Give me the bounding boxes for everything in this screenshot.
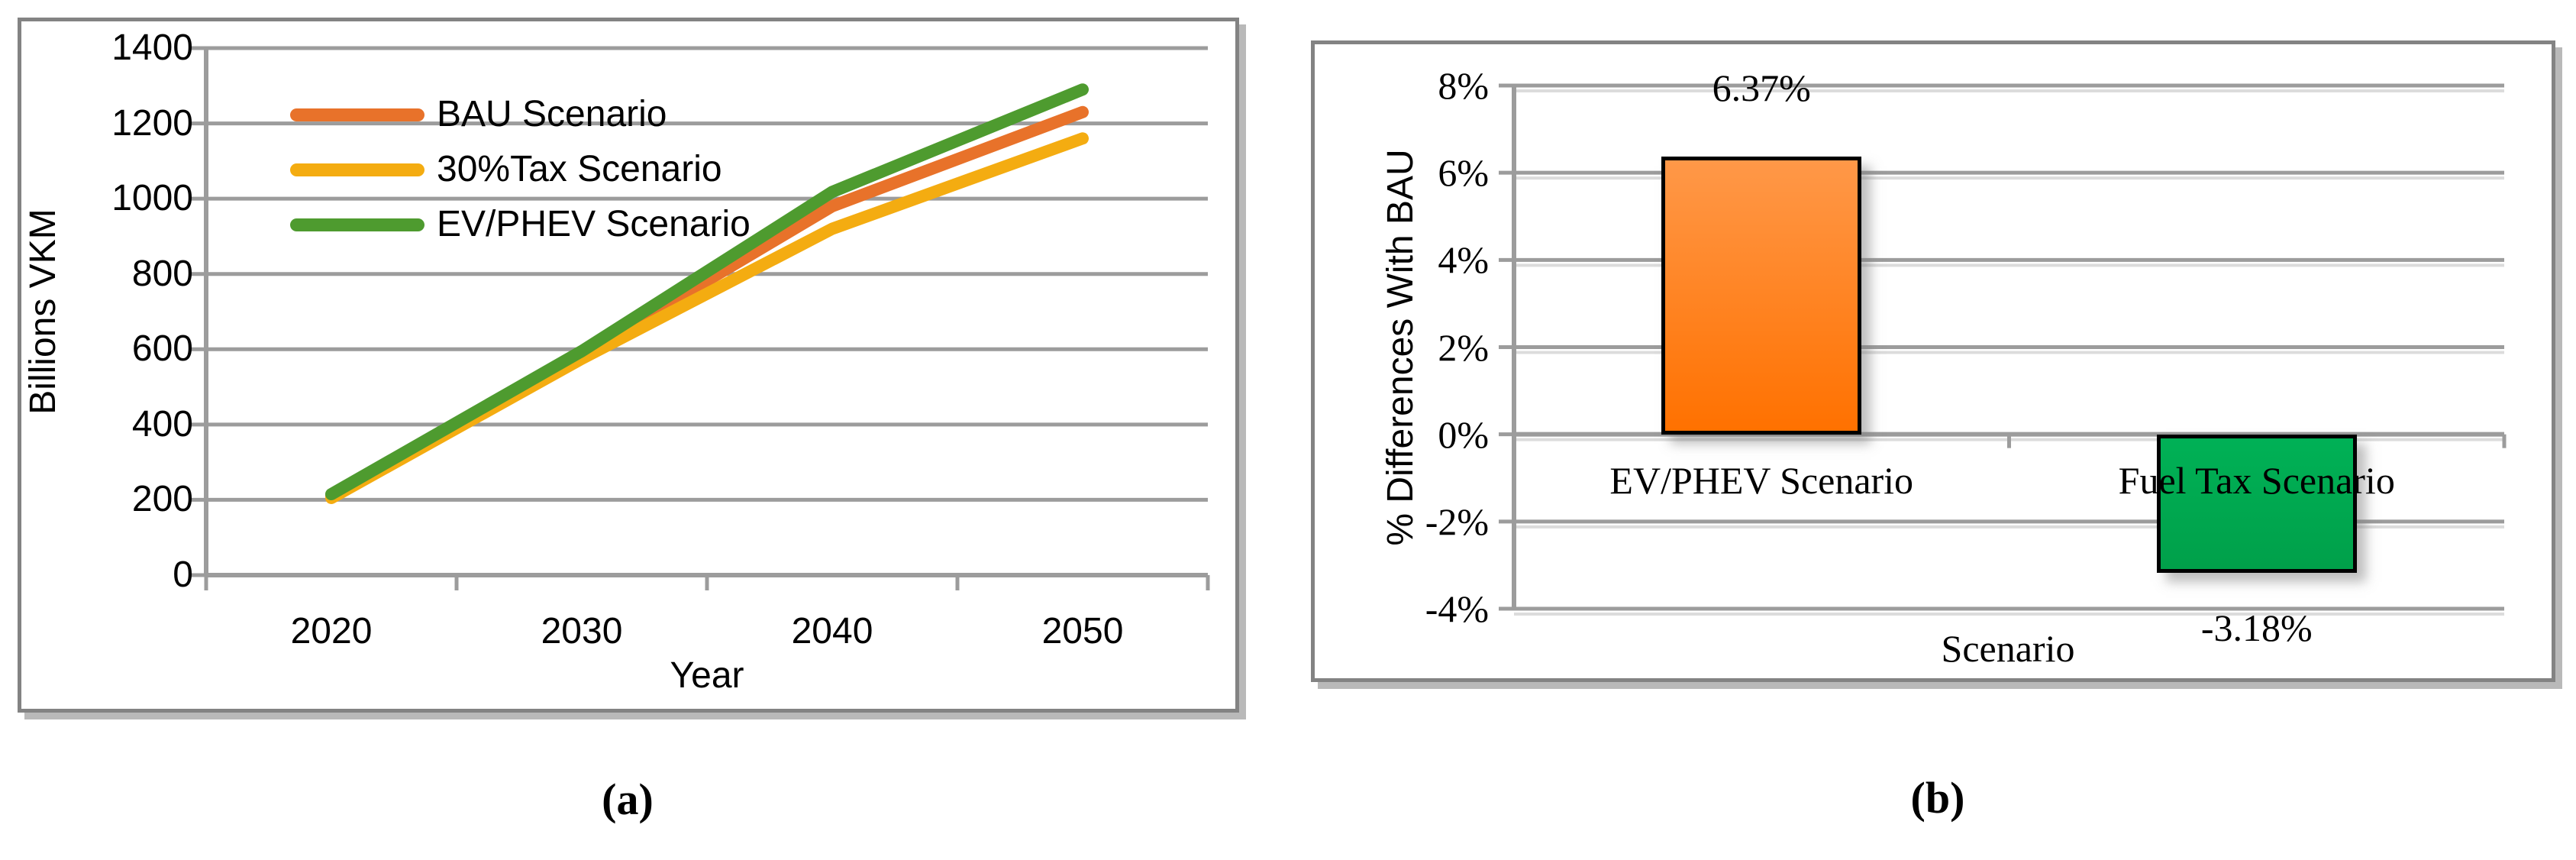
y-tick-label: 0% (1438, 412, 1489, 456)
x-axis-title-year: Year (670, 655, 744, 696)
bar-0 (1661, 157, 1862, 435)
legend-label: 30%Tax Scenario (437, 149, 722, 189)
bar-1 (2156, 434, 2357, 574)
category-label: Fuel Tax Scenario (2118, 459, 2395, 502)
bar-chart-inner: 8% 6% 4% 2% 0% -2% -4% EV/PHEV Scenario Fuel Ta… (1311, 40, 2555, 682)
bar-chart-plot (1499, 83, 2507, 616)
y-tick-label: 6% (1438, 151, 1489, 195)
y-tick-label: 1000 (111, 178, 193, 219)
category-label: EV/PHEV Scenario (1609, 459, 1914, 502)
bar-chart-panel: 8% 6% 4% 2% 0% -2% -4% EV/PHEV Scenario Fuel Ta… (1311, 40, 2555, 682)
y-tick-label: 2% (1438, 325, 1489, 369)
line-chart-inner: 0 200 400 600 800 1000 1200 1400 2020 2030 2040 20… (18, 18, 1239, 713)
x-tick-label: 2030 (541, 611, 623, 651)
y-tick-label: 4% (1438, 238, 1489, 282)
y-tick-label: 1400 (111, 27, 193, 68)
x-tick-label: 2050 (1041, 611, 1124, 651)
x-tick-label: 2020 (290, 611, 373, 651)
legend-label: EV/PHEV Scenario (437, 204, 751, 244)
y-tick-label: 8% (1438, 64, 1489, 107)
y-tick-label: 400 (131, 403, 193, 445)
y-tick-label: 200 (131, 479, 193, 520)
legend-item: EV/PHEV Scenario (290, 200, 751, 249)
y-axis-title-differences: % Differences With BAU (1380, 149, 1421, 546)
legend-item: 30%Tax Scenario (290, 145, 722, 194)
caption-a: (a) (602, 774, 654, 824)
y-axis-title-billions-vkm: Billions VKM (23, 209, 63, 415)
legend-label: BAU Scenario (437, 94, 667, 134)
y-tick-label: 600 (131, 328, 193, 370)
legend-swatch-1 (290, 163, 424, 176)
y-tick-label: -2% (1425, 500, 1489, 543)
legend-item: BAU Scenario (290, 90, 667, 139)
value-label: -3.18% (2200, 606, 2313, 650)
legend-swatch-0 (290, 108, 424, 121)
y-tick-label: 1200 (111, 102, 193, 144)
y-tick-label: 0 (173, 554, 193, 595)
series-line-2 (325, 83, 1089, 501)
legend-swatch-2 (290, 218, 424, 231)
caption-b: (b) (1910, 773, 1965, 823)
x-tick-label: 2040 (791, 611, 873, 651)
x-axis-title-scenario: Scenario (1941, 627, 2075, 670)
line-chart-panel: 0 200 400 600 800 1000 1200 1400 2020 2030 2040 20… (18, 18, 1239, 713)
line-chart-plot (191, 46, 1210, 590)
y-tick-label: -4% (1425, 587, 1489, 630)
value-label: 6.37% (1712, 66, 1811, 110)
y-tick-label: 800 (131, 253, 193, 294)
